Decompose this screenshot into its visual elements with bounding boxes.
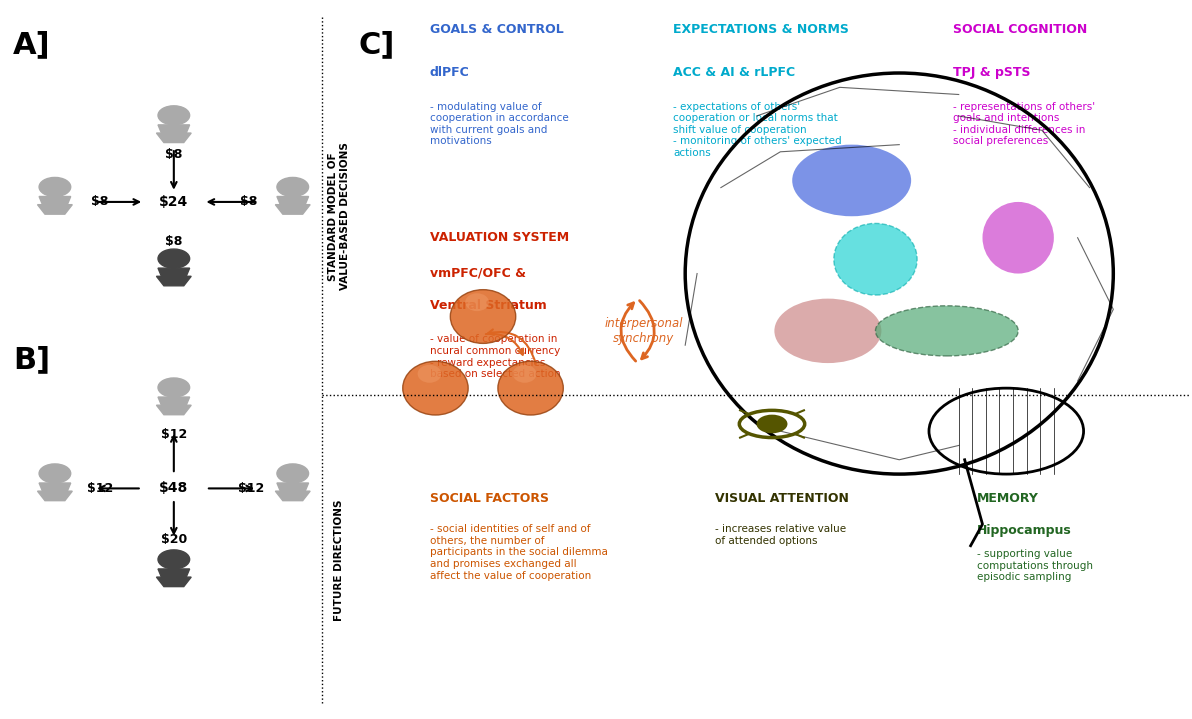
Polygon shape: [159, 268, 190, 276]
Text: dlPFC: dlPFC: [429, 66, 470, 79]
Text: SOCIAL FACTORS: SOCIAL FACTORS: [429, 492, 548, 505]
Text: ACC & AI & rLPFC: ACC & AI & rLPFC: [673, 66, 795, 79]
Polygon shape: [156, 577, 191, 587]
Polygon shape: [277, 483, 309, 491]
Text: $8: $8: [166, 236, 182, 249]
Text: B]: B]: [13, 345, 50, 374]
Ellipse shape: [417, 365, 441, 383]
Circle shape: [159, 106, 190, 125]
Text: - expectations of others'
cooperation or local norms that
shift value of coopera: - expectations of others' cooperation or…: [673, 101, 842, 158]
Text: FUTURE DIRECTIONS: FUTURE DIRECTIONS: [334, 499, 344, 620]
Ellipse shape: [513, 365, 536, 383]
Text: - value of cooperation in
ncural common currency
- reward expectancies
based on : - value of cooperation in ncural common …: [429, 334, 560, 379]
Polygon shape: [275, 205, 310, 214]
Text: $8: $8: [166, 148, 182, 161]
Text: SOCIAL COGNITION: SOCIAL COGNITION: [952, 23, 1087, 36]
Text: VISUAL ATTENTION: VISUAL ATTENTION: [715, 492, 849, 505]
Text: STANDARD MODEL OF
VALUE-BASED DECISIONS: STANDARD MODEL OF VALUE-BASED DECISIONS: [328, 142, 350, 290]
Text: GOALS & CONTROL: GOALS & CONTROL: [429, 23, 564, 36]
Polygon shape: [156, 276, 191, 285]
Text: $48: $48: [160, 482, 188, 495]
Polygon shape: [277, 196, 309, 205]
Text: C]: C]: [358, 30, 395, 59]
Polygon shape: [159, 397, 190, 406]
Text: - representations of others'
goals and intentions
- individual differences in
so: - representations of others' goals and i…: [952, 101, 1095, 147]
Circle shape: [757, 415, 788, 434]
Text: VALUATION SYSTEM: VALUATION SYSTEM: [429, 231, 569, 244]
Text: - modulating value of
cooperation in accordance
with current goals and
motivatio: - modulating value of cooperation in acc…: [429, 101, 569, 147]
Ellipse shape: [793, 145, 911, 216]
Text: $20: $20: [161, 533, 187, 546]
Text: $8: $8: [240, 196, 257, 209]
Ellipse shape: [465, 293, 489, 311]
Text: EXPECTATIONS & NORMS: EXPECTATIONS & NORMS: [673, 23, 849, 36]
Text: - supporting value
computations through
episodic sampling: - supporting value computations through …: [976, 549, 1093, 582]
Ellipse shape: [775, 298, 881, 363]
Circle shape: [277, 464, 309, 483]
Ellipse shape: [834, 224, 917, 295]
Text: $8: $8: [92, 196, 108, 209]
Text: - social identities of self and of
others, the number of
participants in the soc: - social identities of self and of other…: [429, 524, 608, 581]
Circle shape: [159, 378, 190, 397]
Circle shape: [159, 550, 190, 569]
Text: $12: $12: [161, 428, 187, 441]
Polygon shape: [159, 125, 190, 133]
Circle shape: [39, 464, 70, 483]
Text: MEMORY: MEMORY: [976, 492, 1038, 505]
Ellipse shape: [498, 361, 564, 415]
Polygon shape: [275, 491, 310, 500]
Text: Hippocampus: Hippocampus: [976, 524, 1072, 537]
Text: $24: $24: [160, 195, 188, 209]
Polygon shape: [159, 569, 190, 577]
Circle shape: [159, 249, 190, 268]
Circle shape: [39, 178, 70, 196]
Polygon shape: [37, 205, 73, 214]
Text: vmPFC/OFC &: vmPFC/OFC &: [429, 267, 526, 280]
Text: interpersonal
synchrony: interpersonal synchrony: [604, 317, 683, 345]
Text: $12: $12: [87, 482, 113, 495]
Text: A]: A]: [13, 30, 51, 59]
Text: TPJ & pSTS: TPJ & pSTS: [952, 66, 1030, 79]
Polygon shape: [156, 406, 191, 415]
Ellipse shape: [875, 306, 1018, 356]
Text: - increases relative value
of attended options: - increases relative value of attended o…: [715, 524, 846, 546]
Polygon shape: [39, 483, 70, 491]
Ellipse shape: [451, 290, 516, 344]
Ellipse shape: [982, 202, 1054, 273]
Polygon shape: [156, 133, 191, 142]
Ellipse shape: [403, 361, 468, 415]
Text: Ventral Striatum: Ventral Striatum: [429, 298, 546, 311]
Polygon shape: [39, 196, 70, 205]
Text: $12: $12: [238, 482, 265, 495]
Circle shape: [277, 178, 309, 196]
Polygon shape: [37, 491, 73, 500]
Ellipse shape: [929, 388, 1084, 474]
